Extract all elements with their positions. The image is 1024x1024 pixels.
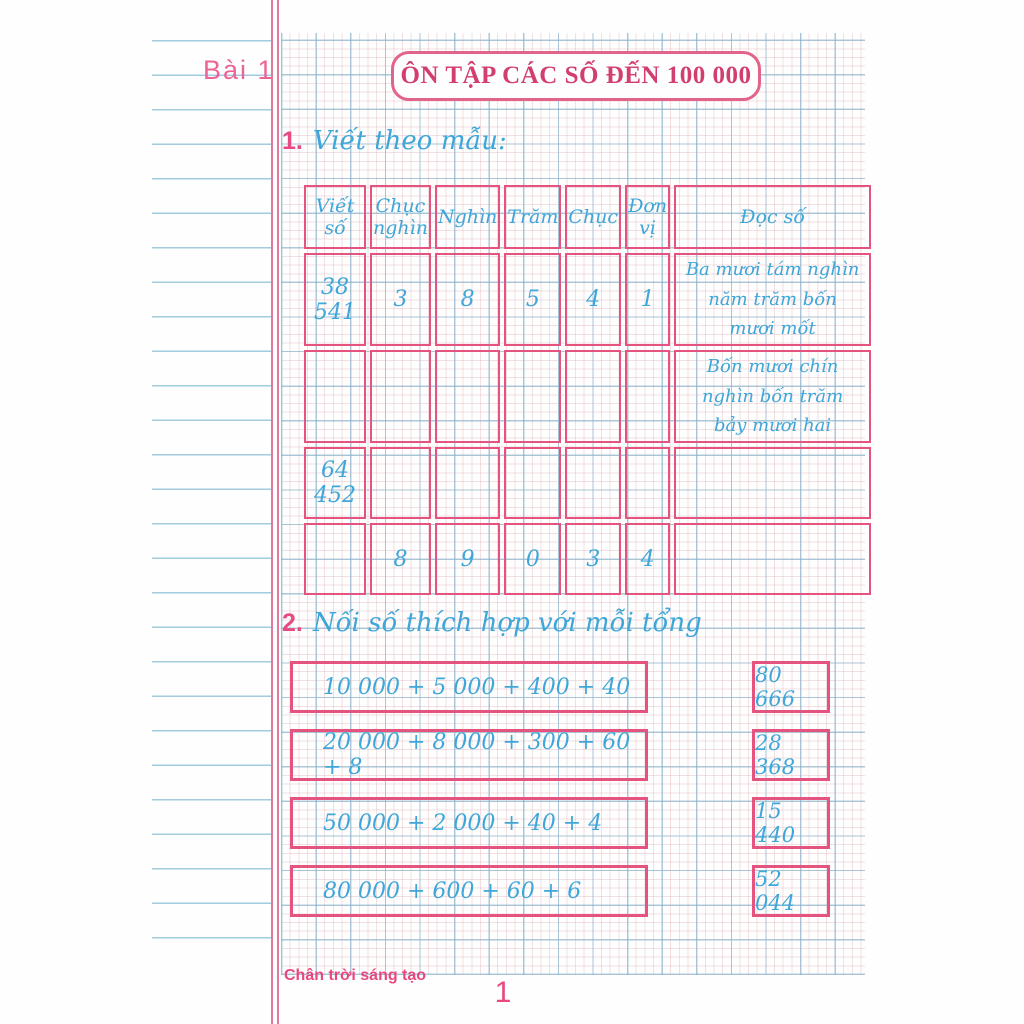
cell-digit: 4 bbox=[565, 253, 622, 347]
lesson-title: ÔN TẬP CÁC SỐ ĐẾN 100 000 bbox=[400, 62, 752, 89]
answer-box: 52 044 bbox=[752, 865, 830, 917]
cell-digit: 5 bbox=[504, 253, 562, 347]
answer-box: 28 368 bbox=[752, 729, 830, 781]
cell-digit bbox=[370, 350, 431, 444]
cell-digit: 8 bbox=[434, 253, 501, 347]
cell-digit: 3 bbox=[565, 523, 622, 596]
exercise1-prompt: Viết theo mẫu: bbox=[312, 126, 507, 156]
grid-paper-background bbox=[281, 33, 865, 975]
sum-box: 50 000 + 2 000 + 40 + 4 bbox=[290, 797, 648, 849]
cell-digit: 4 bbox=[625, 523, 671, 596]
answer-box: 15 440 bbox=[752, 797, 830, 849]
table-row: Bốn mươi chín nghìn bốn trăm bảy mươi ha… bbox=[304, 350, 872, 444]
table-header-row: Viết số Chục nghìn Nghìn Trăm Chục Đơn v… bbox=[304, 185, 872, 249]
table-row: 64 452 bbox=[304, 447, 872, 520]
cell-doc-so: Ba mươi tám nghìn năm trăm bốn mươi mốt bbox=[674, 253, 872, 347]
page-number: 1 bbox=[494, 976, 512, 1009]
header-don-vi: Đơn vị bbox=[625, 185, 671, 249]
sum-box: 10 000 + 5 000 + 400 + 40 bbox=[290, 661, 648, 713]
cell-digit bbox=[565, 350, 622, 444]
cell-doc-so: Bốn mươi chín nghìn bốn trăm bảy mươi ha… bbox=[674, 350, 872, 444]
cell-digit: 3 bbox=[370, 253, 431, 347]
table-row: 8 9 0 3 4 bbox=[304, 523, 872, 596]
publisher-brand: Chân trời sáng tạo bbox=[284, 967, 427, 984]
table-row: 38 541 3 8 5 4 1 Ba mươi tám nghìn năm t… bbox=[304, 253, 872, 347]
sum-box: 80 000 + 600 + 60 + 6 bbox=[290, 865, 648, 917]
header-viet-so: Viết số bbox=[304, 185, 366, 249]
cell-digit: 9 bbox=[434, 523, 501, 596]
place-value-table: Viết số Chục nghìn Nghìn Trăm Chục Đơn v… bbox=[300, 181, 875, 599]
exercise2-heading: 2. Nối số thích hợp với mỗi tổng bbox=[282, 608, 702, 638]
exercise1-number: 1. bbox=[282, 127, 303, 155]
left-ruled-lines bbox=[152, 40, 273, 942]
cell-digit: 1 bbox=[625, 253, 671, 347]
exercise1-heading: 1. Viết theo mẫu: bbox=[282, 126, 507, 156]
cell-digit bbox=[504, 447, 562, 520]
cell-doc-so bbox=[674, 523, 872, 596]
place-value-table-wrapper: Viết số Chục nghìn Nghìn Trăm Chục Đơn v… bbox=[300, 181, 875, 599]
answer-box: 80 666 bbox=[752, 661, 830, 713]
margin-line-inner bbox=[277, 0, 279, 1024]
cell-digit bbox=[434, 350, 501, 444]
header-chuc: Chục bbox=[565, 185, 622, 249]
header-chuc-nghin: Chục nghìn bbox=[370, 185, 431, 249]
margin-line-outer bbox=[271, 0, 273, 1024]
cell-digit bbox=[625, 350, 671, 444]
cell-digit bbox=[625, 447, 671, 520]
cell-digit: 8 bbox=[370, 523, 431, 596]
cell-doc-so bbox=[674, 447, 872, 520]
cell-digit bbox=[565, 447, 622, 520]
lesson-label: Bài 1 bbox=[203, 55, 275, 85]
cell-viet-so bbox=[304, 350, 366, 444]
cell-digit: 0 bbox=[504, 523, 562, 596]
exercise2-prompt: Nối số thích hợp với mỗi tổng bbox=[312, 608, 702, 638]
sum-box: 20 000 + 8 000 + 300 + 60 + 8 bbox=[290, 729, 648, 781]
cell-viet-so: 38 541 bbox=[304, 253, 366, 347]
cell-digit bbox=[434, 447, 501, 520]
cell-viet-so: 64 452 bbox=[304, 447, 366, 520]
exercise2-number: 2. bbox=[282, 609, 303, 637]
lesson-title-box: ÔN TẬP CÁC SỐ ĐẾN 100 000 bbox=[391, 51, 761, 101]
header-doc-so: Đọc số bbox=[674, 185, 872, 249]
header-nghin: Nghìn bbox=[434, 185, 501, 249]
cell-viet-so bbox=[304, 523, 366, 596]
cell-digit bbox=[370, 447, 431, 520]
cell-digit bbox=[504, 350, 562, 444]
header-tram: Trăm bbox=[504, 185, 562, 249]
